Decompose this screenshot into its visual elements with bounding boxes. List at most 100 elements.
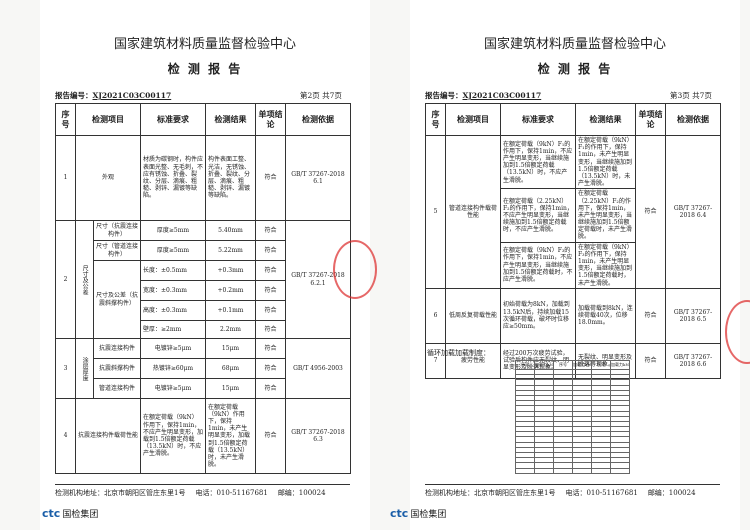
cell: 在额定荷载（9kN）F₁的作用下，保持1min，未产生明显变形，当继续施加到1.… xyxy=(575,134,636,190)
phone: 电话：010-51167681 xyxy=(195,489,268,497)
cell: 5.22mm xyxy=(205,240,256,261)
cell: GB/T 4956-2003 xyxy=(285,338,351,399)
loading-cell xyxy=(515,467,535,474)
cell: 在额定荷载（9kN）F₁的作用下，保持1min，不应产生明显变形，当继续施加到1… xyxy=(500,134,576,190)
cell: 在额定荷载（9kN）F₃的作用下，保持1min，不应产生明显变形，当继续施加到1… xyxy=(500,241,576,289)
cell: +0.1mm xyxy=(205,300,256,321)
cell: 涂层厚度 xyxy=(75,338,94,399)
cell: 符合 xyxy=(255,135,286,221)
cell: 尺寸（管道连接构件） xyxy=(93,240,141,261)
loading-header: 序号 xyxy=(591,360,611,370)
cell: 材质为碳钢时，构件应表面光整、无毛刺，不应有锈蚀、折叠、裂纹、分层、滴痕、粗糙、… xyxy=(140,135,206,221)
logo-name: 国检集团 xyxy=(410,510,447,520)
cell: 在额定荷载（9kN）作用下，保持1min，未产生明显变形，加载到1.5倍额定荷载… xyxy=(205,398,256,474)
cell: 15μm xyxy=(205,338,256,359)
cell: 疲劳性能 xyxy=(445,342,501,379)
report-title: 检 测 报 告 xyxy=(537,62,613,76)
footer: 检测机构地址：北京市朝阳区管庄东里1号 电话：010-51167681 邮编：100… xyxy=(425,484,720,498)
org-name: 国家建筑材料质量监督检验中心 xyxy=(483,37,666,52)
address: 检测机构地址：北京市朝阳区管庄东里1号 xyxy=(55,489,186,497)
logo: ctc 国检集团 xyxy=(42,507,98,520)
cell: 5.40mm xyxy=(205,220,256,241)
cell: 壁厚：≥2mm xyxy=(140,320,206,339)
th: 标准要求 xyxy=(500,103,576,136)
cell: 构件表面工整、光洁，无锈蚀、折叠、裂纹、分层、滴痕、粗糙、剥锌、漏镀等缺陷。 xyxy=(205,135,256,221)
cell: +0.3mm xyxy=(205,260,256,281)
loading-header: 加载力kN xyxy=(572,360,592,370)
loading-header: 加载力kN xyxy=(610,360,630,370)
th: 序号 xyxy=(425,103,446,136)
th: 检测结果 xyxy=(205,103,256,136)
loading-header: 序号 xyxy=(515,360,535,370)
cell: 符合 xyxy=(255,378,286,399)
value: XJ2021C03C00117 xyxy=(462,91,542,100)
page-info: 第3页 共7页 xyxy=(670,91,712,100)
th: 检测依据 xyxy=(285,103,351,136)
cell: 高度：±0.3mm xyxy=(140,300,206,321)
report-number: 报告编号：XJ2021C03C00117 xyxy=(55,90,171,101)
loading-cell xyxy=(534,467,554,474)
cell: GB/T 37267-2018 6.1 xyxy=(285,135,351,221)
loading-header: 序号 xyxy=(553,360,573,370)
cell: 尺寸及公差（抗震斜撑构件） xyxy=(93,260,141,339)
cell: 长度：±0.5mm xyxy=(140,260,206,281)
cell: 管道连接构件 xyxy=(93,378,141,399)
loading-row xyxy=(515,467,630,474)
report-page: 国家建筑材料质量监督检验中心 检 测 报 告 报告编号：XJ2021C03C00… xyxy=(390,0,740,530)
loading-title: 循环加载加载制度： xyxy=(427,349,490,357)
label: 报告编号： xyxy=(55,91,93,100)
cell: 电镀锌≥5μm xyxy=(140,378,206,399)
cell: GB/T 37267-2018 6.3 xyxy=(285,398,351,474)
cell: 6 xyxy=(425,287,446,344)
cell: 2.2mm xyxy=(205,320,256,339)
cell: 1 xyxy=(55,135,76,221)
loading-header: 加载力kN xyxy=(534,360,554,370)
th: 检测结果 xyxy=(575,103,636,136)
postcode: 邮编：100024 xyxy=(647,489,696,497)
cell: 符合 xyxy=(255,398,286,474)
cell: 尺寸（抗震连接构件） xyxy=(93,220,141,241)
loading-row xyxy=(515,368,630,376)
cell: 符合 xyxy=(635,287,666,344)
cell: 在额定荷载（2.25kN）F₂的作用下，保持1min，未产生明显变形，当继续施加… xyxy=(575,188,636,243)
cell: 宽度：±0.3mm xyxy=(140,280,206,301)
th: 序号 xyxy=(55,103,76,136)
cell: 符合 xyxy=(255,358,286,379)
report-page: 国家建筑材料质量监督检验中心 检 测 报 告 报告编号：XJ2021C03C00… xyxy=(40,0,370,530)
cell: 在额定荷载（2.25kN）F₂的作用下，保持1min，不应产生明显变形，当继续施… xyxy=(500,188,576,243)
phone: 电话：010-51167681 xyxy=(565,489,638,497)
cell: 抗震连接构件 xyxy=(93,338,141,359)
value: XJ2021C03C00117 xyxy=(92,91,172,100)
loading-cell xyxy=(572,467,592,474)
cell: 15μm xyxy=(205,378,256,399)
th: 单项结论 xyxy=(255,103,286,136)
th: 标准要求 xyxy=(140,103,206,136)
cell: 外观 xyxy=(75,135,141,221)
cell: 热镀锌≥60μm xyxy=(140,358,206,379)
footer: 检测机构地址：北京市朝阳区管庄东里1号 电话：010-51167681 邮编：100… xyxy=(55,484,350,498)
cell: 符合 xyxy=(635,342,666,379)
cell: 初始荷载为8kN，加载到13.5kN后，持续加载15次循环荷载，破坏时位移应≥5… xyxy=(500,287,576,344)
cell: 在额定荷载（9kN）F₃的作用下，保持1min，未产生明显变形，当继续施加到1.… xyxy=(575,241,636,289)
cell: 符合 xyxy=(255,260,286,281)
th: 检测项目 xyxy=(445,103,501,136)
page-info: 第2页 共7页 xyxy=(300,91,342,100)
cell: 低周反复荷载性能 xyxy=(445,287,501,344)
loading-cell xyxy=(591,467,611,474)
logo-mark: ctc xyxy=(42,507,61,520)
cell: 尺寸及公差 xyxy=(75,220,94,339)
cell: 在额定荷载（9kN）作用下，保持1min，不应产生明显变形，加载到1.5倍额定荷… xyxy=(140,398,206,474)
address: 检测机构地址：北京市朝阳区管庄东里1号 xyxy=(425,489,556,497)
cell: 厚度≥5mm xyxy=(140,220,206,241)
cell: 4 xyxy=(55,398,76,474)
loading-table: 序号 加载力kN 序号 加载力kN 序号 加载力kN xyxy=(515,360,630,474)
cell: 68μm xyxy=(205,358,256,379)
cell: 符合 xyxy=(255,280,286,301)
cell: 符合 xyxy=(255,300,286,321)
logo: ctc 国检集团 xyxy=(390,507,446,520)
postcode: 邮编：100024 xyxy=(277,489,326,497)
cell: 符合 xyxy=(255,320,286,339)
cell: 管道连接构件载荷性能 xyxy=(445,135,501,289)
report-title: 检 测 报 告 xyxy=(167,62,243,76)
cell: 符合 xyxy=(255,220,286,241)
